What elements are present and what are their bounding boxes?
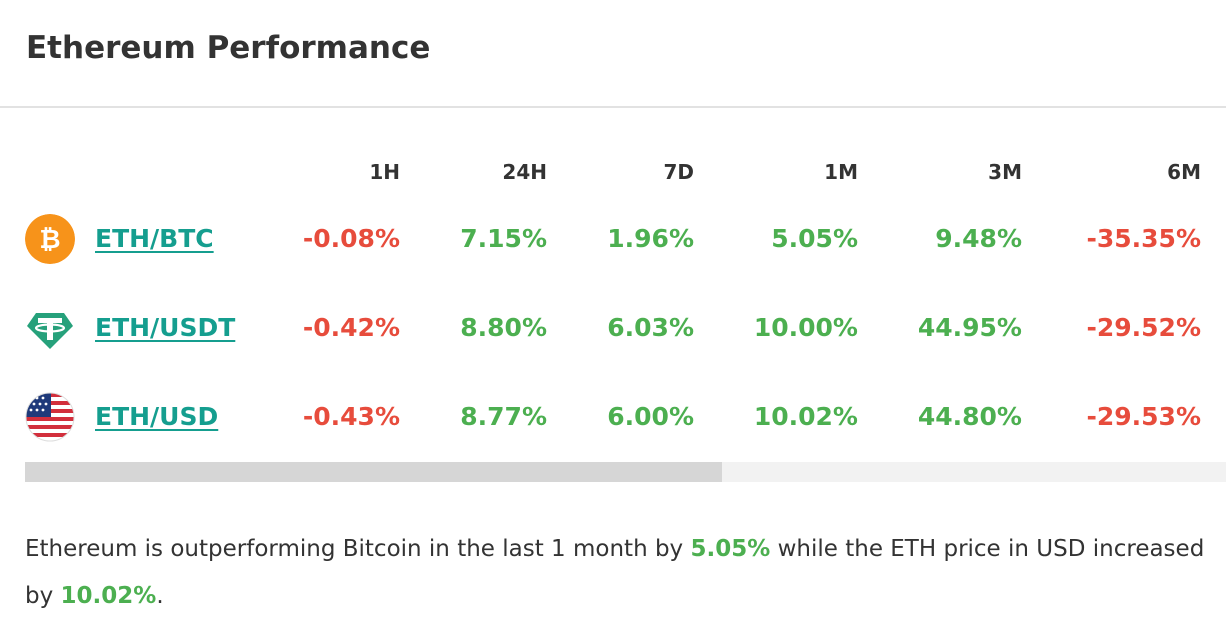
pair-link-eth-btc[interactable]: ETH/BTC [95, 224, 214, 253]
summary-text: Ethereum is outperforming Bitcoin in the… [25, 536, 691, 562]
value-cell: -0.43% [302, 402, 400, 431]
header-divider [0, 106, 1226, 108]
pair-cell: ₿ ETH/BTC [25, 213, 251, 264]
table-header-row: 1H 24H 7D 1M 3M 6M [25, 150, 1201, 194]
value-cell: 5.05% [771, 224, 858, 253]
value-cell: 8.77% [460, 402, 547, 431]
value-cell: 10.00% [753, 313, 858, 342]
horizontal-scrollbar[interactable] [25, 462, 1226, 482]
summary-text: while the ETH price in USD increased by [25, 536, 1205, 609]
column-header-1h: 1H [369, 160, 400, 184]
value-cell: 9.48% [935, 224, 1022, 253]
value-cell: -29.53% [1086, 402, 1201, 431]
performance-table: 1H 24H 7D 1M 3M 6M ₿ ETH/BTC [25, 150, 1201, 461]
value-cell: 44.80% [917, 402, 1022, 431]
column-header-1m: 1M [824, 160, 858, 184]
value-cell: -0.42% [302, 313, 400, 342]
summary-btc-change: 5.05% [690, 536, 771, 562]
pair-link-eth-usdt[interactable]: ETH/USDT [95, 313, 236, 342]
pair-cell: ETH/USD [25, 392, 251, 442]
svg-text:₿: ₿ [39, 225, 60, 255]
column-header-pair [25, 150, 251, 194]
scrollbar-thumb[interactable] [25, 462, 722, 482]
table-row: ₿ ETH/BTC -0.08% 7.15% 1.96% 5.05% 9.48%… [25, 194, 1201, 283]
pair-link-eth-usd[interactable]: ETH/USD [95, 402, 219, 431]
pair-cell: ETH/USDT [25, 303, 251, 353]
us-flag-icon [25, 392, 75, 442]
value-cell: 6.03% [607, 313, 694, 342]
bitcoin-icon: ₿ [25, 213, 75, 264]
table-row: ETH/USDT -0.42% 8.80% 6.03% 10.00% 44.95… [25, 283, 1201, 372]
value-cell: 44.95% [917, 313, 1022, 342]
value-cell: -35.35% [1086, 224, 1201, 253]
column-header-7d: 7D [663, 160, 694, 184]
value-cell: 7.15% [460, 224, 547, 253]
summary-usd-change: 10.02% [60, 583, 157, 609]
value-cell: 6.00% [607, 402, 694, 431]
performance-summary: Ethereum is outperforming Bitcoin in the… [25, 526, 1205, 620]
summary-text: . [156, 583, 164, 609]
tether-icon [25, 303, 75, 353]
page-title: Ethereum Performance [26, 30, 431, 66]
value-cell: 1.96% [607, 224, 694, 253]
value-cell: 8.80% [460, 313, 547, 342]
value-cell: -29.52% [1086, 313, 1201, 342]
table-row: ETH/USD -0.43% 8.77% 6.00% 10.02% 44.80%… [25, 372, 1201, 461]
column-header-6m: 6M [1167, 160, 1201, 184]
value-cell: -0.08% [302, 224, 400, 253]
column-header-3m: 3M [988, 160, 1022, 184]
column-header-24h: 24H [502, 160, 547, 184]
value-cell: 10.02% [753, 402, 858, 431]
